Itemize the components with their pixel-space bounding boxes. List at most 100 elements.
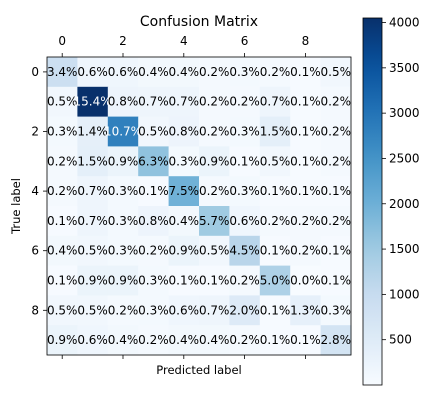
heatmap-cell-label: 0.2% <box>199 184 230 198</box>
colorbar-tick-label: 3000 <box>389 106 420 120</box>
heatmap-cell-label: 1.5% <box>260 125 291 139</box>
heatmap-cell <box>259 116 291 147</box>
heatmap-cell <box>107 295 139 326</box>
heatmap-cell-label: 0.7% <box>77 184 108 198</box>
heatmap-cell-label: 0.2% <box>199 65 230 79</box>
heatmap-cell-label: 6.3% <box>138 154 169 168</box>
heatmap-cell <box>229 295 261 326</box>
heatmap-cell <box>290 116 322 147</box>
heatmap-cell-label: 0.8% <box>138 214 169 228</box>
heatmap-cell <box>320 206 352 237</box>
heatmap-cell-label: 0.8% <box>169 125 200 139</box>
heatmap-cell <box>168 146 200 177</box>
heatmap-cell <box>107 116 139 147</box>
heatmap-cell <box>138 146 170 177</box>
heatmap-cell-label: 0.2% <box>108 303 139 317</box>
heatmap-cell-label: 0.1% <box>290 184 321 198</box>
heatmap-cell-label: 0.3% <box>108 184 139 198</box>
heatmap-cell-label: 0.2% <box>229 274 260 288</box>
heatmap-cell <box>138 176 170 207</box>
heatmap-cell <box>290 295 322 326</box>
heatmap-cell-label: 0.9% <box>169 244 200 258</box>
heatmap-cell <box>259 146 291 177</box>
heatmap-cell-label: 0.8% <box>108 95 139 109</box>
heatmap-cell-label: 5.0% <box>260 274 291 288</box>
x-tick-label: 2 <box>119 34 127 48</box>
heatmap-cell-label: 0.6% <box>108 65 139 79</box>
heatmap-cell <box>138 235 170 267</box>
heatmap-cell <box>199 116 230 147</box>
heatmap-cell <box>168 235 200 267</box>
y-tick-label: 2 <box>31 125 39 139</box>
heatmap-cell <box>77 265 109 296</box>
heatmap-cell <box>290 235 322 267</box>
heatmap-cell-label: 0.9% <box>199 154 230 168</box>
heatmap-cell-label: 0.7% <box>77 214 108 228</box>
heatmap-cell <box>259 265 291 296</box>
plot-frame <box>46 56 352 356</box>
heatmap-cell-label: 0.4% <box>199 333 230 347</box>
heatmap-cell <box>168 57 200 88</box>
heatmap-cell <box>259 295 291 326</box>
heatmap-cell <box>77 57 109 88</box>
heatmap-cell <box>229 235 261 267</box>
heatmap-cell <box>290 57 322 88</box>
heatmap-cell-label: 0.3% <box>138 274 169 288</box>
heatmap-cell-label: 0.2% <box>199 95 230 109</box>
heatmap-cell <box>107 86 139 118</box>
heatmap-cell-label: 0.4% <box>169 333 200 347</box>
heatmap-cell <box>77 146 109 177</box>
heatmap-cell-label: 0.7% <box>138 95 169 109</box>
heatmap-cell <box>168 295 200 326</box>
heatmap-cell <box>77 206 109 237</box>
heatmap-cell <box>259 235 291 267</box>
colorbar <box>363 18 382 385</box>
heatmap-cell <box>259 206 291 237</box>
heatmap-cell-label: 0.9% <box>47 333 78 347</box>
heatmap-cell-label: 0.4% <box>108 333 139 347</box>
heatmap-cell-label: 0.3% <box>169 154 200 168</box>
heatmap-cell-label: 3.4% <box>47 65 78 79</box>
heatmap-cell-label: 0.5% <box>199 244 230 258</box>
heatmap-cell-label: 0.5% <box>77 303 108 317</box>
heatmap-cell <box>320 57 352 88</box>
heatmap-cell <box>320 295 352 326</box>
heatmap-cell-label: 5.7% <box>199 214 230 228</box>
heatmap-cell <box>168 86 200 118</box>
heatmap-cell <box>107 325 139 356</box>
y-axis-ticks: 0 2 4 6 8 <box>31 65 47 317</box>
heatmap-cell <box>138 116 170 147</box>
colorbar-tick-label: 4000 <box>389 16 420 30</box>
y-tick-label: 6 <box>31 244 39 258</box>
heatmap-cell <box>107 235 139 267</box>
heatmap-cell-label: 0.1% <box>260 244 291 258</box>
heatmap-cell <box>320 86 352 118</box>
heatmap-cell <box>107 206 139 237</box>
heatmap-cell <box>229 206 261 237</box>
heatmap-cell <box>77 176 109 207</box>
heatmap-cell-label: 0.2% <box>321 95 352 109</box>
heatmap-cell <box>229 57 261 88</box>
heatmap-cell <box>47 146 78 177</box>
heatmap-cell-label: 0.3% <box>229 125 260 139</box>
heatmap-cell <box>77 325 109 356</box>
heatmap-cell-label: 0.2% <box>47 154 78 168</box>
heatmap-cell-labels: 3.4% 0.6% 0.6% 0.4% 0.4% 0.2% 0.3% 0.2% 0.1% 0.5%… <box>47 65 351 347</box>
heatmap-cell <box>77 295 109 326</box>
heatmap-cell <box>107 265 139 296</box>
colorbar-frame <box>362 17 383 386</box>
heatmap-cell-label: 0.1% <box>290 65 321 79</box>
heatmap-cell-label: 0.1% <box>199 274 230 288</box>
heatmap-cell-label: 0.2% <box>199 125 230 139</box>
x-axis-ticks: 0 2 4 6 8 <box>58 34 309 359</box>
heatmap-cell <box>290 265 322 296</box>
heatmap-cell-label: 2.8% <box>321 333 352 347</box>
heatmap-cell-label: 0.1% <box>290 95 321 109</box>
heatmap-cell <box>77 86 109 118</box>
heatmap-cell-label: 0.3% <box>321 303 352 317</box>
chart-title: Confusion Matrix <box>140 14 258 30</box>
heatmap-cell <box>320 176 352 207</box>
heatmap-cell <box>199 206 230 237</box>
heatmap-cell-label: 0.2% <box>47 184 78 198</box>
